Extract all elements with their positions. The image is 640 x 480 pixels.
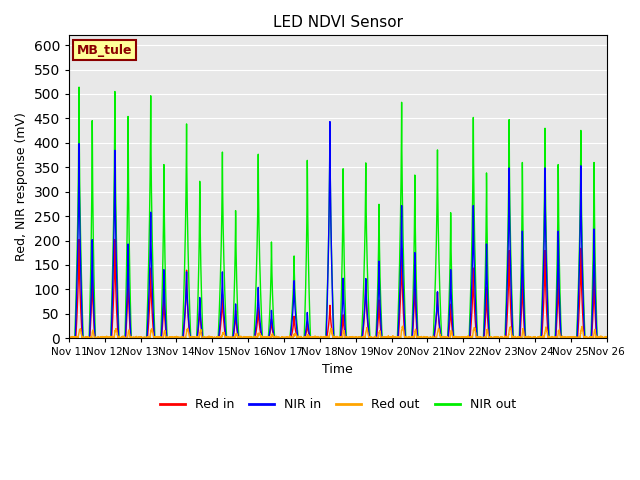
Red out bbox=[271, 335, 279, 341]
NIR out bbox=[550, 336, 558, 341]
Line: Red out: Red out bbox=[69, 326, 607, 338]
Text: MB_tule: MB_tule bbox=[77, 44, 132, 57]
NIR in bbox=[574, 308, 582, 314]
Legend: Red in, NIR in, Red out, NIR out: Red in, NIR in, Red out, NIR out bbox=[155, 393, 521, 416]
Red out bbox=[563, 336, 570, 341]
Red in bbox=[65, 336, 73, 341]
NIR out bbox=[402, 326, 410, 332]
Line: NIR in: NIR in bbox=[69, 121, 607, 338]
NIR in bbox=[402, 336, 410, 341]
Line: Red in: Red in bbox=[69, 240, 607, 338]
NIR out bbox=[75, 84, 83, 90]
NIR out bbox=[603, 336, 611, 341]
Line: NIR out: NIR out bbox=[69, 87, 607, 338]
Red in bbox=[603, 336, 611, 341]
NIR in bbox=[271, 336, 279, 341]
NIR in bbox=[550, 336, 558, 341]
X-axis label: Time: Time bbox=[323, 363, 353, 376]
NIR in bbox=[603, 336, 611, 341]
Red out bbox=[399, 324, 406, 329]
Red in bbox=[271, 336, 279, 341]
Red in bbox=[75, 237, 83, 242]
Red out bbox=[553, 335, 561, 340]
Red out bbox=[65, 334, 73, 340]
Red out bbox=[603, 335, 611, 340]
Red out bbox=[402, 335, 410, 340]
Red in bbox=[550, 336, 558, 341]
NIR in bbox=[65, 336, 73, 341]
Red in bbox=[402, 336, 410, 341]
NIR out bbox=[271, 336, 279, 341]
NIR out bbox=[130, 336, 138, 341]
NIR in bbox=[129, 336, 137, 341]
NIR in bbox=[326, 119, 334, 124]
Red out bbox=[129, 335, 137, 340]
NIR out bbox=[553, 266, 561, 272]
NIR out bbox=[65, 336, 73, 341]
Red in bbox=[130, 336, 138, 341]
NIR in bbox=[553, 295, 561, 301]
Y-axis label: Red, NIR response (mV): Red, NIR response (mV) bbox=[15, 112, 28, 261]
Red in bbox=[553, 313, 561, 319]
Red in bbox=[574, 327, 582, 333]
NIR out bbox=[574, 294, 582, 300]
Red out bbox=[574, 335, 582, 341]
Title: LED NDVI Sensor: LED NDVI Sensor bbox=[273, 15, 403, 30]
Red out bbox=[550, 334, 558, 340]
